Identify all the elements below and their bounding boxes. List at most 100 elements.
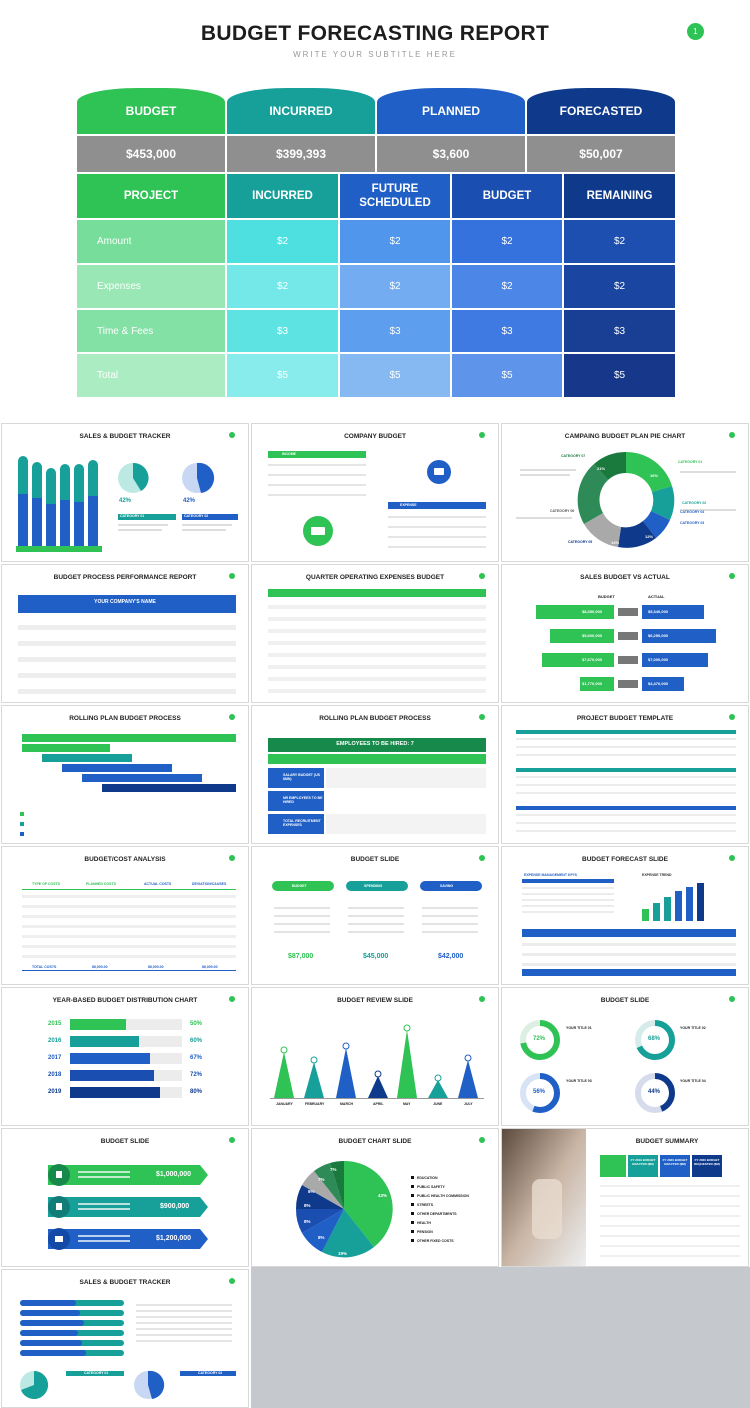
slide-thumb-budget-slide-2[interactable]: BUDGET SLIDE 72% 68% 56% 44% YOUR TITLE … bbox=[501, 987, 749, 1126]
page-subtitle: WRITE YOUR SUBTITLE HERE bbox=[293, 50, 457, 59]
percent-label: 67% bbox=[190, 1055, 203, 1061]
slide-thumb-budget-slide-1[interactable]: BUDGET SLIDE BUDGET SPENDING SAVING $87,… bbox=[251, 846, 499, 985]
slide-thumb-sales-vs-actual[interactable]: SALES BUDGET VS ACTUAL BUDGET ACTUAL $8,… bbox=[501, 564, 749, 703]
grid-cell: $5 bbox=[227, 354, 338, 397]
legend-item: PUBLIC SAFETY bbox=[417, 1185, 445, 1189]
grid-cell: $2 bbox=[227, 220, 338, 263]
amount-value: $87,000 bbox=[288, 953, 314, 960]
slice-label: 14% bbox=[611, 540, 620, 545]
rolling-gantt bbox=[20, 734, 236, 836]
bar-label: $5,340,000 bbox=[648, 609, 669, 614]
slide-thumb-cost-analysis[interactable]: BUDGET/COST ANALYSIS TYPE OF COSTS PLANN… bbox=[1, 846, 249, 985]
month-label: MARCH bbox=[340, 1102, 354, 1106]
item-title: YOUR TITLE 03 bbox=[566, 1079, 592, 1083]
hiring-headline: EMPLOYEES TO BE HIRED: 7 bbox=[336, 741, 414, 747]
slide-thumb-budget-review[interactable]: BUDGET REVIEW SLIDE JANUARY FEBRUARY MAR… bbox=[251, 987, 499, 1126]
percent-label: 80% bbox=[190, 1089, 203, 1095]
quarter-table bbox=[268, 589, 486, 693]
slide-thumb-project-template[interactable]: PROJECT BUDGET TEMPLATE bbox=[501, 705, 749, 844]
grid-cell: $3 bbox=[564, 310, 675, 352]
month-label: APRIL bbox=[373, 1102, 384, 1106]
grid-row-label: Time & Fees bbox=[77, 310, 225, 352]
bar-label: $5,600,000 bbox=[582, 633, 603, 638]
category-label: CATEGORY 06 bbox=[550, 509, 575, 513]
grid-header-project: PROJECT bbox=[77, 174, 225, 218]
budget-columns bbox=[272, 881, 482, 933]
percent-label: 60% bbox=[190, 1038, 203, 1044]
slide-title: SALES & BUDGET TRACKER bbox=[79, 1279, 171, 1286]
slide-title: BUDGET REVIEW SLIDE bbox=[337, 997, 413, 1004]
total-label: TOTAL COSTS bbox=[32, 965, 57, 969]
slide-thumb-year-distribution[interactable]: YEAR-BASED BUDGET DISTRIBUTION CHART 201… bbox=[1, 987, 249, 1126]
slide-thumb-budget-summary[interactable]: BUDGET SUMMARY FY 2019 BUDGET ENACTED ($… bbox=[501, 1128, 749, 1267]
item-title: YOUR TITLE 02 bbox=[680, 1026, 706, 1030]
slide-title: BUDGET SLIDE bbox=[350, 856, 400, 863]
grid-cell: $5 bbox=[564, 354, 675, 397]
legend-item: PUBLIC HEALTH COMMISSION bbox=[417, 1194, 469, 1198]
legend-item: PENSION bbox=[417, 1230, 433, 1234]
slide-thumb-sales-budget-tracker[interactable]: SALES & BUDGET TRACKER 42% 42% CATEGORY … bbox=[1, 423, 249, 562]
slice-label: 8% bbox=[308, 1189, 315, 1194]
donut-value: 44% bbox=[648, 1089, 661, 1095]
column-header: FY 2020 BUDGET ENACTED ($M) bbox=[662, 1158, 688, 1166]
category-label: CATEGORY 01 bbox=[120, 514, 145, 518]
category-label: CATEGORY 02 bbox=[198, 1371, 223, 1375]
month-label: JULY bbox=[464, 1102, 473, 1106]
slide-thumb-budget-chart[interactable]: BUDGET CHART SLIDE EDUCATION PUBLIC SAFE… bbox=[251, 1128, 499, 1267]
slide-thumb-quarter-expenses[interactable]: QUARTER OPERATING EXPENSES BUDGET bbox=[251, 564, 499, 703]
slide-title: COMPANY BUDGET bbox=[344, 433, 406, 440]
grid-cell: $2 bbox=[564, 220, 675, 263]
slide-title: BUDGET FORECAST SLIDE bbox=[582, 856, 668, 863]
bar-label: $7,670,000 bbox=[582, 657, 603, 662]
slide-thumb-budget-slide-3[interactable]: BUDGET SLIDE $1,000,000 $900,000 $1,200,… bbox=[1, 1128, 249, 1267]
slide-thumb-process-performance[interactable]: BUDGET PROCESS PERFORMANCE REPORT YOUR C… bbox=[1, 564, 249, 703]
grid-row-label: Amount bbox=[77, 220, 225, 263]
row-label: SALARY BUDGET (US $MN) bbox=[283, 773, 320, 781]
amount-value: $45,000 bbox=[363, 953, 389, 960]
review-peaks bbox=[270, 1024, 484, 1099]
budget-pie bbox=[295, 1160, 414, 1258]
sales-tracker-graphic bbox=[16, 456, 238, 552]
total-value: $6,000.00 bbox=[148, 965, 164, 969]
slide-thumb-forecast-slide[interactable]: BUDGET FORECAST SLIDE EXPENSE MANAGEMENT… bbox=[501, 846, 749, 985]
table-header: INCOME bbox=[282, 452, 296, 456]
company-budget-graphic bbox=[268, 451, 486, 548]
grid-row-label: Expenses bbox=[77, 265, 225, 308]
slide-badge bbox=[229, 1137, 235, 1143]
percent-label: 42% bbox=[119, 498, 132, 504]
amount-value: $1,000,000 bbox=[156, 1171, 192, 1178]
column-header: FY 2020 BUDGET REQUESTED ($M) bbox=[694, 1158, 720, 1166]
slide-thumb-rolling-plan-2[interactable]: ROLLING PLAN BUDGET PROCESS EMPLOYEES TO… bbox=[251, 705, 499, 844]
grid-cell: $3 bbox=[227, 310, 338, 352]
slide-badge bbox=[229, 573, 235, 579]
grid-row-label: Total bbox=[77, 354, 225, 397]
performance-table bbox=[18, 595, 236, 694]
slide-thumb-rolling-plan-1[interactable]: ROLLING PLAN BUDGET PROCESS bbox=[1, 705, 249, 844]
slide-title: BUDGET CHART SLIDE bbox=[338, 1138, 412, 1145]
row-label: TOTAL RECRUITMENT EXPENSES bbox=[283, 819, 321, 827]
slide-thumb-company-budget[interactable]: COMPANY BUDGET INCOME EXPENSE bbox=[251, 423, 499, 562]
slide-title: SALES BUDGET VS ACTUAL bbox=[580, 574, 670, 581]
project-template-table bbox=[516, 730, 736, 832]
column-header: BUDGET bbox=[292, 884, 307, 888]
slide-thumb-campaign-pie[interactable]: CAMPAING BUDGET PLAN PIE CHART CATEGORY … bbox=[501, 423, 749, 562]
legend-item: HEALTH bbox=[417, 1221, 431, 1225]
item-title: YOUR TITLE 04 bbox=[680, 1079, 706, 1083]
bar-label: $1,770,000 bbox=[582, 681, 603, 686]
summary-label-incurred: INCURRED bbox=[227, 88, 375, 134]
grid-cell: $2 bbox=[340, 220, 450, 263]
slide-badge bbox=[479, 855, 485, 861]
slide-title: BUDGET SUMMARY bbox=[635, 1138, 699, 1145]
slide-badge bbox=[229, 996, 235, 1002]
bar-label: $8,350,000 bbox=[582, 609, 603, 614]
slide-badge bbox=[229, 1278, 235, 1284]
total-value: $6,000.00 bbox=[202, 965, 218, 969]
slide-thumb-sales-budget-tracker-2[interactable]: SALES & BUDGET TRACKER CATEGORY 01 CATEG… bbox=[1, 1269, 249, 1408]
report-header-section: BUDGET FORECASTING REPORT WRITE YOUR SUB… bbox=[0, 0, 750, 420]
slice-label: 8% bbox=[318, 1235, 325, 1240]
percent-label: 50% bbox=[190, 1021, 203, 1027]
month-label: FEBRUARY bbox=[305, 1102, 325, 1106]
column-header: TYPE OF COSTS bbox=[32, 882, 61, 886]
slide-badge bbox=[729, 855, 735, 861]
category-label: CATEGORY 01 bbox=[84, 1371, 109, 1375]
